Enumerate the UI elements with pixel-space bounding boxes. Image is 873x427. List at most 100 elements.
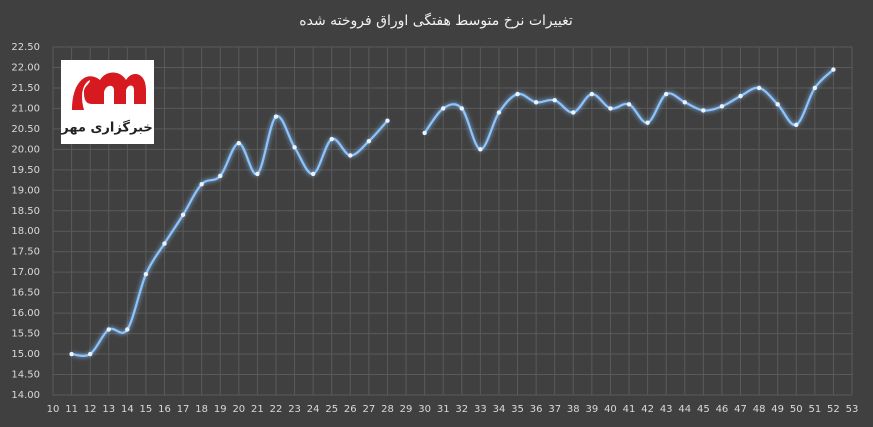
- point: [719, 104, 725, 109]
- x-tick-label: 20: [232, 404, 245, 415]
- y-tick-label: 20.50: [11, 124, 40, 135]
- point: [218, 173, 223, 179]
- x-tick-label: 26: [344, 404, 357, 415]
- x-tick-label: 16: [158, 404, 171, 415]
- x-tick-label: 49: [771, 404, 784, 415]
- point: [69, 351, 74, 357]
- point: [459, 106, 464, 111]
- y-tick-label: 22.00: [11, 62, 40, 73]
- logo: خبرگزاری مهر: [60, 60, 154, 144]
- x-tick-label: 14: [121, 404, 134, 415]
- x-tick-label: 34: [493, 404, 506, 415]
- x-tick-label: 39: [585, 404, 598, 415]
- point: [162, 241, 167, 246]
- y-tick-label: 17.50: [11, 247, 40, 258]
- point: [87, 351, 93, 357]
- point: [626, 102, 632, 107]
- point: [348, 153, 353, 158]
- y-tick-label: 21.50: [11, 83, 40, 94]
- x-tick-label: 53: [846, 404, 859, 415]
- chart-title: تغییرات نرخ متوسط هفتگی اوراق فروخته شده: [299, 12, 573, 29]
- x-tick-label: 10: [47, 404, 60, 415]
- x-tick-label: 19: [214, 404, 227, 415]
- x-tick-label: 40: [604, 404, 617, 415]
- x-tick-label: 15: [140, 404, 153, 415]
- point: [701, 108, 706, 113]
- point: [255, 171, 260, 177]
- x-tick-label: 38: [567, 404, 580, 415]
- point: [385, 118, 390, 123]
- point: [775, 102, 780, 107]
- x-tick-label: 18: [195, 404, 208, 415]
- x-tick-label: 35: [511, 404, 524, 415]
- point: [292, 145, 297, 150]
- y-tick-label: 16.00: [11, 308, 40, 319]
- x-tick-label: 50: [790, 404, 803, 415]
- point: [125, 327, 130, 332]
- y-tick-label: 21.00: [11, 103, 40, 114]
- x-tick-label: 28: [381, 404, 394, 415]
- x-tick-label: 29: [400, 404, 413, 415]
- x-tick-label: 23: [288, 404, 301, 415]
- point: [738, 93, 743, 99]
- point: [663, 91, 669, 97]
- x-tick-label: 31: [437, 404, 450, 415]
- y-tick-label: 22.50: [11, 42, 40, 53]
- x-tick-label: 36: [530, 404, 543, 415]
- y-tick-label: 20.00: [11, 144, 40, 155]
- x-tick-label: 45: [697, 404, 710, 415]
- logo-mark: [72, 72, 146, 110]
- x-tick-label: 41: [623, 404, 636, 415]
- point: [106, 327, 111, 332]
- x-tick-label: 22: [270, 404, 283, 415]
- logo-text: خبرگزاری مهر: [60, 120, 153, 136]
- x-tick-label: 44: [678, 404, 691, 415]
- y-tick-label: 14.50: [11, 370, 40, 381]
- x-tick-label: 30: [418, 404, 431, 415]
- point: [645, 120, 650, 125]
- x-tick-label: 48: [753, 404, 766, 415]
- x-tick-label: 43: [660, 404, 673, 415]
- x-tick-label: 47: [734, 404, 747, 415]
- point: [831, 67, 836, 72]
- x-tick-label: 12: [84, 404, 97, 415]
- point: [180, 212, 186, 218]
- x-tick-label: 11: [65, 404, 78, 415]
- y-tick-label: 16.50: [11, 288, 40, 299]
- point: [608, 106, 613, 111]
- x-tick-label: 42: [641, 404, 654, 415]
- x-tick-label: 33: [474, 404, 487, 415]
- y-tick-label: 15.00: [11, 349, 40, 360]
- y-tick-label: 19.50: [11, 165, 40, 176]
- x-tick-label: 21: [251, 404, 264, 415]
- y-tick-label: 15.50: [11, 329, 40, 340]
- point: [589, 91, 595, 97]
- point: [441, 106, 446, 111]
- point: [515, 91, 520, 97]
- point: [236, 141, 242, 146]
- point: [756, 85, 762, 91]
- point: [199, 181, 204, 187]
- x-tick-label: 17: [177, 404, 190, 415]
- point: [571, 110, 576, 115]
- point: [422, 130, 427, 136]
- y-tick-label: 18.50: [11, 206, 40, 217]
- x-tick-label: 46: [716, 404, 729, 415]
- point: [682, 100, 687, 105]
- point: [478, 147, 483, 152]
- point: [273, 114, 279, 119]
- point: [143, 272, 149, 277]
- x-tick-label: 51: [808, 404, 821, 415]
- x-tick-label: 52: [827, 404, 840, 415]
- point: [496, 110, 502, 115]
- x-tick-label: 32: [455, 404, 468, 415]
- y-tick-label: 18.00: [11, 226, 40, 237]
- point: [366, 138, 372, 144]
- point: [310, 171, 316, 177]
- x-tick-label: 37: [548, 404, 561, 415]
- x-tick-label: 27: [363, 404, 376, 415]
- point: [794, 122, 799, 127]
- y-tick-label: 14.00: [11, 390, 40, 401]
- point: [329, 136, 334, 142]
